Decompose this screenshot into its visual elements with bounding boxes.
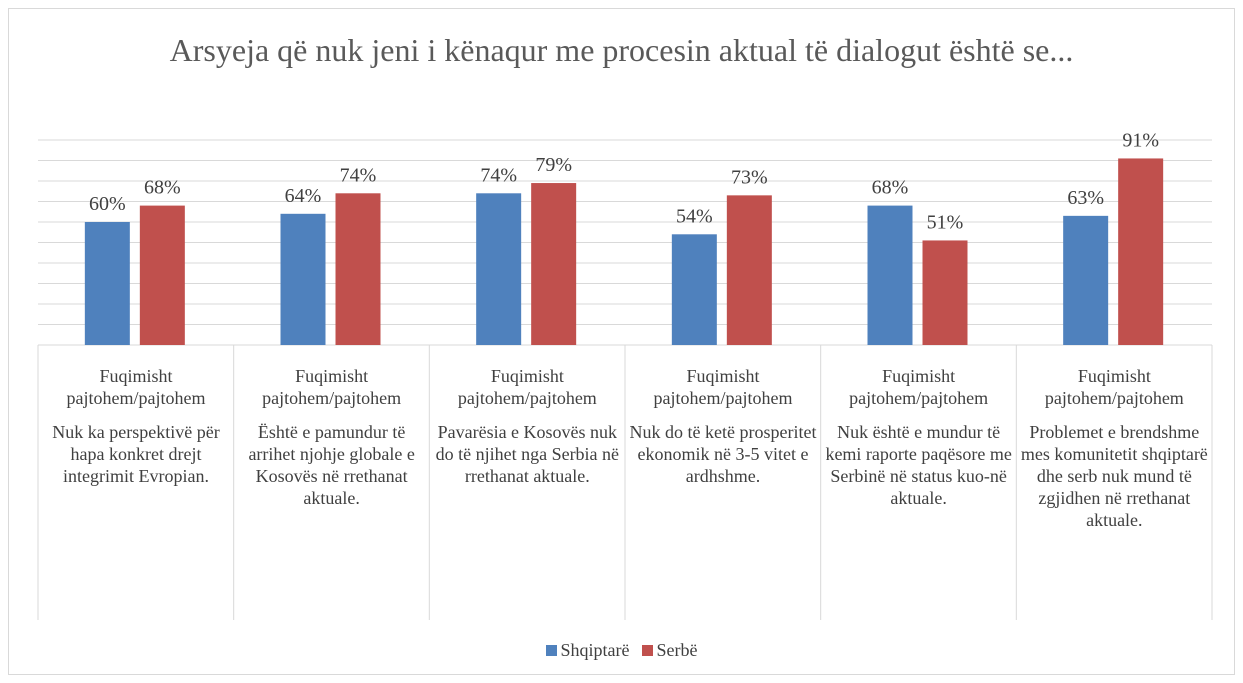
value-label: 91%	[1122, 129, 1159, 151]
category-label: Fuqimisht pajtohem/pajtohem Pavarësia e K…	[430, 365, 624, 499]
category-label: Fuqimisht pajtohem/pajtohem Nuk do të ket…	[626, 365, 820, 499]
legend-label: Serbë	[656, 640, 698, 660]
legend-label: Shqiptarë	[560, 640, 630, 660]
value-label: 73%	[731, 166, 768, 188]
category-line: Është e pamundur të arrihet njohje globa…	[248, 422, 415, 508]
category-line: Fuqimisht pajtohem/pajtohem	[457, 366, 597, 408]
bar	[84, 222, 130, 345]
category-line: Nuk do të ketë prosperitet ekonomik në 3…	[629, 422, 817, 486]
category-line: Fuqimisht pajtohem/pajtohem	[653, 366, 793, 408]
category-label: Fuqimisht pajtohem/pajtohem Problemet e b…	[1017, 365, 1211, 543]
category-label: Fuqimisht pajtohem/pajtohem Nuk ka perspe…	[39, 365, 233, 499]
bar	[476, 193, 522, 345]
bar	[671, 234, 717, 345]
bar	[867, 205, 913, 345]
value-label: 74%	[340, 164, 377, 186]
category-line: Problemet e brendshme mes komunitetit sh…	[1020, 422, 1208, 530]
value-label: 68%	[872, 177, 909, 199]
bar	[335, 193, 381, 345]
bar	[922, 240, 968, 345]
category-line: Fuqimisht pajtohem/pajtohem	[849, 366, 989, 408]
value-label: 64%	[285, 185, 322, 207]
value-label: 54%	[676, 205, 713, 227]
legend-item: Shqiptarë	[545, 640, 630, 661]
category-line: Fuqimisht pajtohem/pajtohem	[262, 366, 402, 408]
value-label: 68%	[144, 177, 181, 199]
legend-item: Serbë	[641, 640, 698, 661]
value-label: 74%	[480, 164, 517, 186]
legend: Shqiptarë Serbë	[0, 640, 1243, 661]
bar	[139, 205, 185, 345]
bar	[726, 195, 772, 345]
value-label: 60%	[89, 193, 126, 215]
value-label: 63%	[1067, 187, 1104, 209]
category-line: Fuqimisht pajtohem/pajtohem	[66, 366, 206, 408]
legend-swatch	[641, 645, 653, 656]
value-label: 79%	[535, 154, 572, 176]
frame	[8, 8, 1235, 675]
chart-title: Arsyeja që nuk jeni i kënaqur me procesi…	[169, 32, 1074, 68]
category-label: Fuqimisht pajtohem/pajtohem Nuk është e m…	[822, 365, 1016, 521]
bar	[1118, 158, 1164, 345]
category-label: Fuqimisht pajtohem/pajtohem Është e pamun…	[235, 365, 429, 521]
bar	[531, 183, 577, 345]
category-line: Pavarësia e Kosovës nuk do të njihet nga…	[435, 422, 620, 486]
category-line: Nuk ka perspektivë për hapa konkret drej…	[52, 422, 220, 486]
legend-swatch	[545, 645, 557, 656]
category-line: Nuk është e mundur të kemi raporte paqës…	[825, 422, 1012, 508]
category-line: Fuqimisht pajtohem/pajtohem	[1044, 366, 1184, 408]
value-label: 51%	[927, 211, 964, 233]
bar	[1063, 215, 1109, 345]
bar	[280, 213, 326, 345]
